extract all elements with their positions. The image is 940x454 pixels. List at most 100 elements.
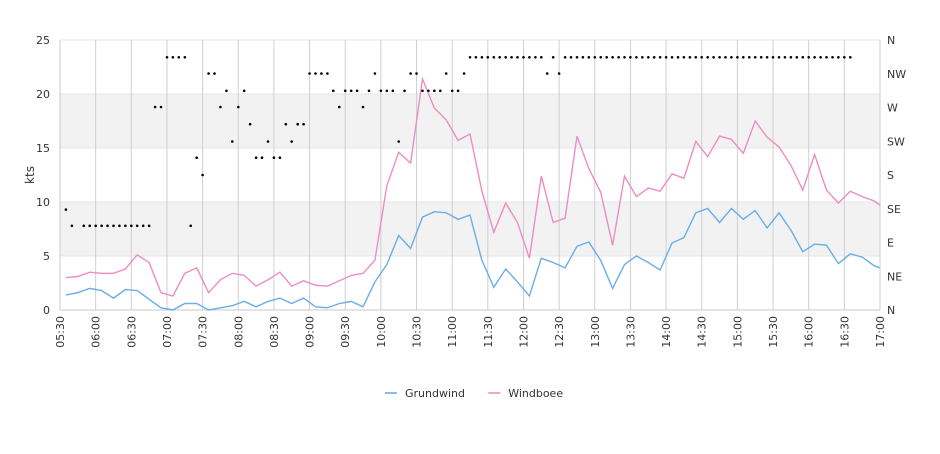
- direction-point: [652, 56, 656, 59]
- direction-point: [819, 56, 822, 59]
- direction-point: [635, 56, 638, 59]
- direction-tick-label: S: [887, 169, 894, 182]
- direction-point: [522, 56, 525, 59]
- direction-point: [266, 140, 270, 143]
- direction-point: [338, 105, 341, 109]
- direction-point: [647, 56, 650, 59]
- direction-point: [118, 224, 121, 228]
- direction-point: [82, 224, 86, 228]
- direction-point: [498, 56, 502, 59]
- x-tick-label: 07:30: [197, 316, 210, 348]
- direction-point: [748, 56, 751, 59]
- direction-point: [189, 224, 192, 228]
- direction-point: [825, 56, 828, 59]
- direction-tick-label: E: [887, 237, 894, 250]
- direction-point: [563, 56, 567, 59]
- x-tick-label: 09:30: [339, 316, 352, 348]
- x-tick-label: 13:30: [624, 316, 637, 348]
- y-axis-label: kts: [23, 166, 37, 184]
- direction-point: [397, 140, 401, 143]
- legend-label-grundwind: Grundwind: [405, 387, 465, 400]
- direction-point: [617, 56, 620, 59]
- direction-point: [278, 156, 282, 159]
- direction-point: [605, 56, 608, 59]
- direction-point: [207, 72, 210, 75]
- direction-point: [504, 56, 508, 59]
- direction-point: [718, 56, 721, 59]
- direction-point: [427, 89, 430, 93]
- direction-point: [528, 56, 531, 59]
- direction-point: [492, 56, 496, 59]
- direction-point: [807, 56, 810, 59]
- direction-point: [106, 224, 109, 228]
- direction-point: [587, 56, 591, 59]
- direction-point: [231, 140, 234, 143]
- direction-point: [712, 56, 715, 59]
- direction-point: [688, 56, 692, 59]
- direction-point: [486, 56, 490, 59]
- x-tick-label: 12:30: [553, 316, 566, 348]
- direction-point: [183, 56, 187, 59]
- direction-point: [682, 56, 686, 59]
- y-tick-label: 0: [43, 304, 50, 317]
- series-layer: [65, 76, 881, 311]
- direction-point: [320, 72, 323, 75]
- background-bands: [60, 94, 880, 256]
- x-tick-label: 08:00: [232, 316, 245, 348]
- direction-point: [433, 89, 436, 93]
- direction-tick-label: SE: [887, 203, 901, 216]
- direction-point: [795, 56, 799, 59]
- series-line-grundwind: [65, 207, 881, 311]
- x-tick-label: 14:30: [696, 316, 709, 348]
- direction-point: [843, 56, 846, 59]
- direction-tick-label: N: [887, 34, 895, 47]
- direction-point: [730, 56, 733, 59]
- direction-point: [516, 56, 519, 59]
- direction-point: [147, 224, 151, 228]
- direction-point: [171, 56, 175, 59]
- x-tick-label: 17:00: [874, 316, 887, 348]
- direction-point: [415, 72, 418, 75]
- direction-point: [343, 89, 347, 93]
- direction-tick-label: SW: [887, 135, 905, 148]
- direction-point: [742, 56, 745, 59]
- direction-point: [593, 56, 597, 59]
- direction-point: [124, 224, 127, 228]
- direction-point: [242, 89, 246, 93]
- direction-point: [777, 56, 781, 59]
- direction-point: [248, 122, 252, 126]
- y-tick-label: 5: [43, 250, 50, 263]
- x-tick-label: 10:30: [411, 316, 424, 348]
- direction-point: [403, 89, 406, 93]
- direction-point: [813, 56, 816, 59]
- direction-point: [450, 89, 454, 93]
- direction-point: [771, 56, 775, 59]
- direction-point: [599, 56, 602, 59]
- direction-point: [670, 56, 674, 59]
- direction-point: [70, 224, 74, 228]
- x-tick-label: 11:30: [482, 316, 495, 348]
- direction-tick-label: N: [887, 304, 895, 317]
- x-tick-label: 05:30: [54, 316, 67, 348]
- direction-point: [545, 72, 549, 75]
- direction-point: [272, 156, 276, 159]
- direction-tick-label: NW: [887, 68, 906, 81]
- y-tick-label: 25: [36, 34, 50, 47]
- direction-point: [112, 224, 115, 228]
- direction-point: [623, 56, 626, 59]
- direction-point: [177, 56, 181, 59]
- direction-point: [765, 56, 769, 59]
- direction-point: [759, 56, 763, 59]
- direction-point: [100, 224, 103, 228]
- direction-point: [724, 56, 727, 59]
- direction-point: [462, 72, 466, 75]
- x-tick-label: 13:00: [589, 316, 602, 348]
- legend: Grundwind Windboee: [385, 387, 563, 400]
- direction-point: [130, 224, 133, 228]
- direction-point: [296, 122, 300, 126]
- direction-point: [64, 208, 68, 211]
- x-tick-label: 06:30: [125, 316, 138, 348]
- y-tick-label: 10: [36, 196, 50, 209]
- direction-point: [237, 105, 240, 109]
